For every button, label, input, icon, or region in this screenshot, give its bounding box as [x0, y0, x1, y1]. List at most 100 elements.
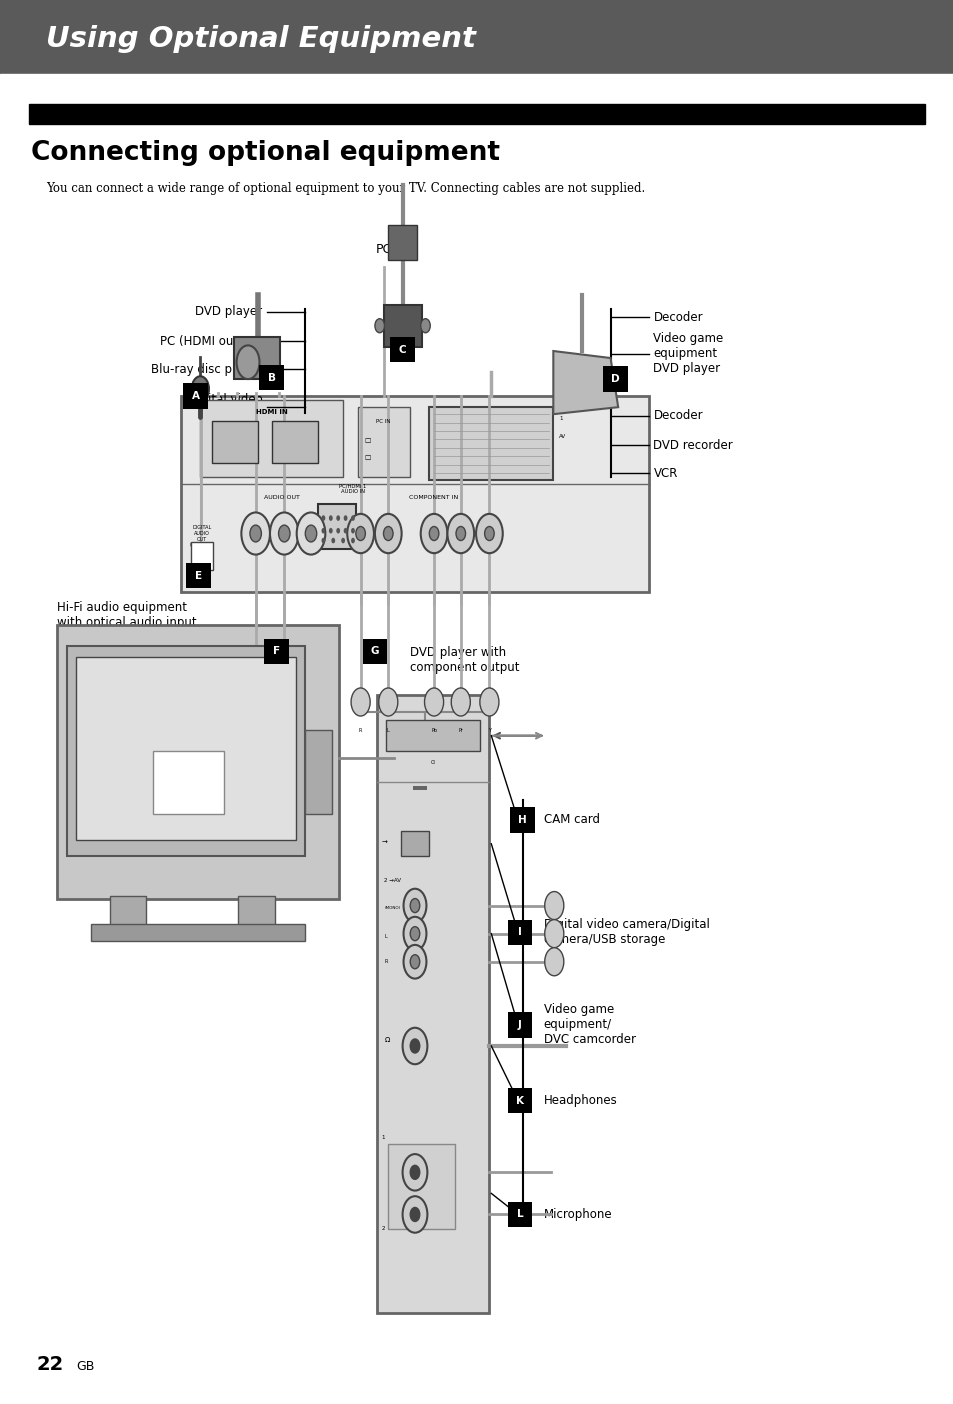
- Text: You can connect a wide range of optional equipment to your TV. Connecting cables: You can connect a wide range of optional…: [46, 181, 644, 195]
- Text: DVD player with
component output: DVD player with component output: [410, 646, 519, 674]
- Text: 2: 2: [381, 1226, 385, 1231]
- Circle shape: [351, 538, 355, 543]
- Circle shape: [383, 526, 393, 541]
- Text: Ω: Ω: [384, 1038, 390, 1043]
- Circle shape: [341, 538, 345, 543]
- Circle shape: [236, 345, 259, 379]
- Text: L: L: [384, 934, 387, 939]
- Text: J: J: [517, 1019, 521, 1031]
- Bar: [186, 563, 211, 588]
- Circle shape: [296, 512, 325, 555]
- Circle shape: [375, 514, 401, 553]
- Text: ☐: ☐: [364, 455, 370, 461]
- Text: R: R: [358, 727, 362, 733]
- Text: COMPONENT IN: COMPONENT IN: [409, 494, 458, 500]
- Circle shape: [343, 515, 347, 521]
- Bar: [110, 896, 146, 927]
- Circle shape: [343, 528, 347, 534]
- Text: Blu-ray disc player: Blu-ray disc player: [152, 362, 262, 376]
- Text: (MONO): (MONO): [384, 907, 400, 910]
- Text: DVD recorder: DVD recorder: [653, 438, 733, 452]
- Text: 2 →AV: 2 →AV: [384, 878, 401, 883]
- Text: Digital video
camera: Digital video camera: [188, 393, 262, 421]
- Circle shape: [544, 920, 563, 948]
- Bar: [76, 657, 295, 840]
- Circle shape: [420, 319, 430, 333]
- Bar: [191, 542, 213, 570]
- Text: G: G: [371, 646, 378, 657]
- Circle shape: [274, 688, 294, 716]
- Bar: [0, 0, 953, 77]
- Circle shape: [329, 528, 333, 534]
- Bar: [400, 831, 429, 856]
- Bar: [259, 365, 284, 390]
- Bar: [376, 695, 489, 1313]
- Text: Y: Y: [487, 727, 491, 733]
- Text: 1: 1: [238, 421, 242, 425]
- Text: ☐: ☐: [364, 438, 370, 444]
- Text: E: E: [194, 570, 202, 581]
- Circle shape: [241, 512, 270, 555]
- Circle shape: [544, 948, 563, 976]
- Circle shape: [410, 899, 419, 913]
- Text: Microphone: Microphone: [543, 1207, 612, 1221]
- Bar: [57, 625, 338, 899]
- Text: R: R: [384, 959, 388, 965]
- Text: Decoder: Decoder: [653, 409, 702, 423]
- Text: 1: 1: [558, 416, 562, 421]
- Bar: [181, 396, 648, 592]
- Circle shape: [351, 528, 355, 534]
- Circle shape: [335, 515, 340, 521]
- Text: Digital video camera/Digital
camera/USB storage: Digital video camera/Digital camera/USB …: [543, 918, 709, 946]
- Circle shape: [402, 1154, 427, 1191]
- Bar: [317, 504, 355, 549]
- Bar: [272, 421, 317, 463]
- Circle shape: [429, 526, 438, 541]
- Text: L: L: [517, 1209, 522, 1220]
- Text: Video game
equipment/
DVC camcorder: Video game equipment/ DVC camcorder: [543, 1004, 635, 1046]
- Text: A: A: [192, 390, 199, 402]
- Circle shape: [410, 927, 419, 941]
- Bar: [183, 383, 208, 409]
- Bar: [305, 730, 332, 814]
- Bar: [67, 646, 305, 856]
- Circle shape: [451, 688, 470, 716]
- Text: PC IN: PC IN: [375, 418, 391, 424]
- Circle shape: [321, 538, 325, 543]
- Circle shape: [403, 945, 426, 979]
- Text: 22: 22: [36, 1355, 64, 1375]
- Bar: [602, 366, 627, 392]
- Bar: [212, 421, 257, 463]
- Circle shape: [420, 514, 447, 553]
- Bar: [510, 807, 535, 833]
- Bar: [233, 337, 279, 379]
- Circle shape: [335, 528, 340, 534]
- Text: HDMI IN: HDMI IN: [255, 409, 288, 414]
- Text: K: K: [516, 1095, 523, 1106]
- Text: H: H: [517, 814, 527, 826]
- Circle shape: [544, 892, 563, 920]
- Circle shape: [410, 955, 419, 969]
- Text: Pb: Pb: [431, 727, 436, 733]
- Text: PC: PC: [375, 243, 392, 257]
- Circle shape: [347, 514, 374, 553]
- Bar: [388, 225, 416, 260]
- Bar: [507, 1202, 532, 1227]
- Text: →: →: [381, 840, 387, 845]
- Text: Decoder: Decoder: [653, 310, 702, 324]
- Circle shape: [355, 526, 365, 541]
- Circle shape: [270, 512, 298, 555]
- Circle shape: [479, 688, 498, 716]
- Circle shape: [403, 889, 426, 922]
- Text: F: F: [273, 646, 280, 657]
- Circle shape: [305, 525, 316, 542]
- Polygon shape: [553, 351, 618, 414]
- Text: I: I: [517, 927, 521, 938]
- Text: DVD player: DVD player: [195, 305, 262, 319]
- Circle shape: [331, 538, 335, 543]
- Circle shape: [278, 525, 290, 542]
- Circle shape: [424, 688, 443, 716]
- Circle shape: [410, 1039, 419, 1053]
- Bar: [91, 924, 305, 941]
- Bar: [507, 920, 532, 945]
